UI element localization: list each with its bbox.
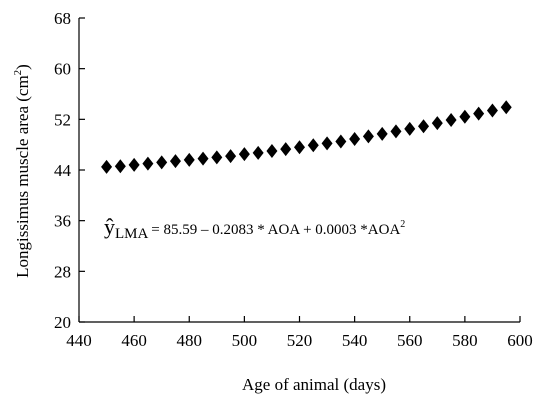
y-tick-label: 28 [54,262,71,281]
data-point-marker [142,156,154,171]
y-tick-label: 20 [54,313,71,332]
x-tick-label: 540 [342,331,368,350]
data-point-marker [169,154,181,169]
data-point-marker [445,112,457,127]
data-point-marker [280,142,292,157]
data-point-marker [390,124,402,139]
data-point-marker [418,119,430,134]
x-tick-label: 520 [287,331,313,350]
equation-exponent: 2 [400,219,405,230]
x-tick-label: 500 [232,331,258,350]
x-tick-label: 600 [507,331,533,350]
data-point-marker [252,145,264,160]
data-point-marker [128,157,140,172]
data-point-marker [101,159,113,174]
data-point-marker [486,103,498,118]
data-point-marker [431,116,443,131]
x-tick-label: 480 [177,331,203,350]
data-point-marker [294,140,305,155]
data-point-marker [362,129,374,144]
y-tick-label: 52 [54,110,71,129]
x-ticks: 440 460 480 500 520 540 560 580 600 [66,316,533,350]
data-point-marker [225,149,237,164]
y-tick-label: 36 [54,212,71,231]
data-point-marker [500,100,512,115]
data-point-marker [404,121,416,136]
data-point-marker [307,138,319,153]
y-ticks: 20 28 36 44 52 60 68 [54,9,85,332]
equation-yhat: ŷ [104,214,115,239]
data-point-marker [335,134,347,149]
axes: 20 28 36 44 52 60 68 440 460 480 500 520 540 560 580 6… [54,9,533,350]
y-axis-title: Longissimus muscle area (cm2) [12,64,32,278]
y-axis-title-main: Longissimus muscle area (cm [13,75,32,278]
y-tick-label: 44 [54,161,72,180]
regression-equation: ŷLMA = 85.59 – 0.2083 * AOA + 0.0003 *AO… [104,214,405,242]
x-tick-label: 580 [452,331,478,350]
data-point-marker [473,106,485,121]
data-point-marker [197,151,209,166]
data-point-marker [266,144,278,158]
data-point-marker [321,136,333,151]
data-point-marker [156,155,168,170]
data-point-marker [211,150,223,165]
data-point-marker [459,109,471,124]
y-axis-title-close: ) [13,64,32,70]
x-tick-label: 460 [121,331,147,350]
y-tick-label: 68 [54,9,71,28]
data-point-marker [376,126,388,141]
data-point-marker [238,147,250,162]
data-markers [101,100,512,174]
x-tick-label: 560 [397,331,423,350]
y-tick-label: 60 [54,60,71,79]
equation-body: = 85.59 – 0.2083 * AOA + 0.0003 *AOA [148,222,401,238]
x-tick-label: 440 [66,331,92,350]
data-point-marker [183,152,195,167]
equation-subscript: LMA [115,226,149,242]
x-axis-title: Age of animal (days) [242,375,386,394]
data-point-marker [114,159,126,174]
data-point-marker [349,131,361,146]
y-axis-title-superscript: 2 [12,70,24,76]
